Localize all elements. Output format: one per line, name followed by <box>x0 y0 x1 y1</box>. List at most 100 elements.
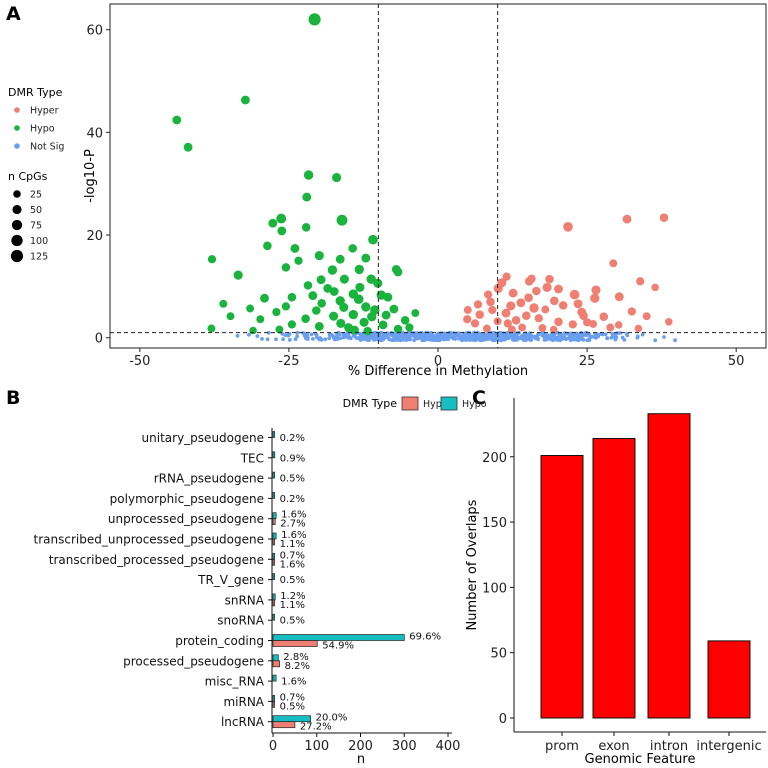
y-tick-label: 50 <box>490 647 507 662</box>
hypo-point <box>281 263 291 272</box>
not-sig-point <box>407 336 411 340</box>
hypo-point <box>366 274 376 284</box>
hyper-point <box>659 213 669 222</box>
not-sig-point <box>397 337 402 342</box>
hyper-point <box>614 321 623 329</box>
hyper-point <box>475 310 484 319</box>
category-label: transcribed_processed_pseudogene <box>49 553 264 567</box>
hypo-point <box>290 243 300 253</box>
hyper-point <box>527 274 536 283</box>
hypo-point <box>314 321 324 331</box>
not-sig-point <box>387 337 392 342</box>
hypo-bar-label: 0.5% <box>280 575 305 586</box>
not-sig-point <box>620 335 625 340</box>
hypo-point <box>355 282 365 292</box>
not-sig-point <box>337 332 342 337</box>
biotype-legend-key <box>401 396 419 411</box>
hypo-bar-label: 0.9% <box>280 453 305 464</box>
ncpgs-legend-key <box>10 249 24 263</box>
not-sig-point <box>673 338 677 343</box>
hypo-point <box>361 253 371 263</box>
hypo-point <box>312 306 321 315</box>
not-sig-point <box>536 332 541 337</box>
not-sig-point <box>457 336 461 341</box>
hypo-point <box>389 304 399 314</box>
not-sig-point <box>260 337 264 341</box>
hypo-point <box>308 291 318 301</box>
not-sig-point <box>478 334 482 339</box>
hyper-point <box>549 325 558 334</box>
not-sig-point <box>348 336 353 341</box>
hyper-point <box>554 317 563 327</box>
not-sig-point <box>482 333 487 338</box>
hypo-point <box>335 254 345 264</box>
hypo-bar <box>272 492 275 499</box>
hyper-point <box>550 296 559 306</box>
hypo-point <box>281 302 291 311</box>
biotype-bars: 0.2%0.9%0.5%0.2%1.6%2.7%1.6%1.1%0.7%1.6%… <box>272 431 441 733</box>
hyper-bar-label: 1.6% <box>280 559 305 570</box>
hyper-bar <box>272 721 296 729</box>
dmr-type-legend-label: Hyper <box>30 106 59 117</box>
hyper-point <box>463 306 472 314</box>
hyper-bar-label: 2.7% <box>280 519 305 530</box>
hyper-bar-label: 54.9% <box>322 641 354 652</box>
category-label: transcribed_unprocessed_pseudogene <box>34 533 264 547</box>
hyper-point <box>502 272 511 281</box>
hypo-point <box>329 311 339 321</box>
hypo-point <box>226 312 235 321</box>
dmr-type-legend-key <box>14 125 20 131</box>
hyper-point <box>582 318 592 327</box>
not-sig-point <box>303 336 308 340</box>
hypo-bar-label: 1.2% <box>280 591 305 602</box>
y-tick-label: 0 <box>499 712 507 727</box>
not-sig-points <box>235 330 677 343</box>
hypo-point <box>287 320 297 329</box>
not-sig-point <box>605 336 609 340</box>
hypo-bar <box>272 634 405 641</box>
x-tick-label: 100 <box>304 739 329 754</box>
hyper-bar <box>272 701 275 708</box>
not-sig-point <box>323 337 328 342</box>
hypo-bar-label: 0.7% <box>280 550 305 561</box>
hypo-point <box>301 314 310 323</box>
hypo-point <box>308 13 321 26</box>
not-sig-point <box>287 338 292 342</box>
hypo-point <box>336 318 346 328</box>
not-sig-point <box>338 336 343 341</box>
hypo-point <box>287 292 297 302</box>
dmr-type-legend-label: Not Sig <box>30 142 64 153</box>
category-label: miRNA <box>223 695 264 709</box>
not-sig-point <box>435 333 440 338</box>
hyper-bar-label: 0.5% <box>280 701 305 712</box>
hypo-bar <box>272 471 275 479</box>
not-sig-point <box>464 337 469 342</box>
not-sig-point <box>603 332 608 337</box>
x-tick-label: -50 <box>129 354 150 369</box>
hyper-point <box>634 324 643 333</box>
hyper-point <box>542 282 552 292</box>
hyper-point <box>541 305 550 314</box>
not-sig-point <box>653 338 658 343</box>
not-sig-point <box>295 330 300 335</box>
hypo-bar <box>272 512 277 520</box>
hyper-point <box>606 323 615 332</box>
ncpgs-legend-key <box>12 204 22 215</box>
hyper-bar <box>272 640 318 647</box>
biotype-x-axis-title: n <box>357 752 365 767</box>
hypo-point <box>327 265 338 275</box>
not-sig-point <box>625 331 629 336</box>
feature-x-axis-title: Genomic Feature <box>585 752 696 767</box>
hyper-bar <box>272 518 276 526</box>
not-sig-point <box>535 335 540 340</box>
hypo-point <box>353 294 364 305</box>
not-sig-point <box>506 336 511 341</box>
hypo-point <box>378 320 388 330</box>
y-tick-label: 60 <box>86 24 103 39</box>
ncpgs-legend-label: 125 <box>30 252 48 263</box>
hypo-point <box>303 281 313 290</box>
not-sig-point <box>444 334 448 339</box>
hypo-point <box>303 170 314 180</box>
hypo-point <box>246 304 255 313</box>
hypo-point <box>405 323 414 332</box>
